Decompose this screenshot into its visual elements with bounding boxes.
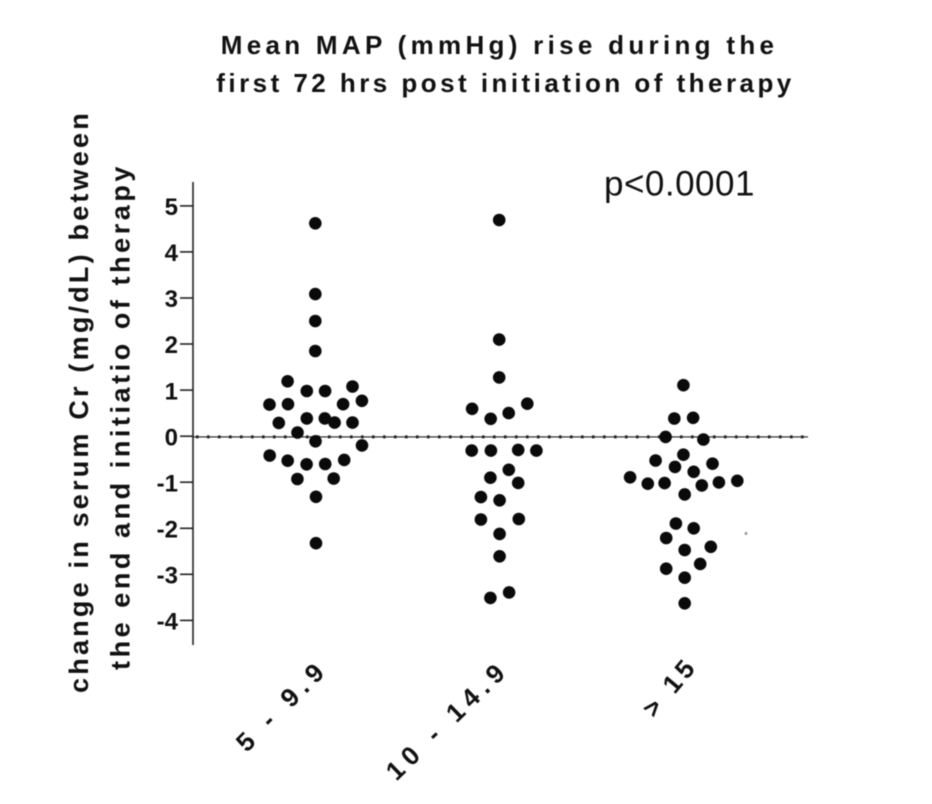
svg-text:Mean MAP (mmHg) rise during th: Mean MAP (mmHg) rise during the: [221, 30, 779, 60]
svg-text:-4: -4: [157, 609, 179, 636]
svg-text:first 72 hrs post initiation o: first 72 hrs post initiation of therapy: [216, 68, 794, 98]
svg-text:1: 1: [165, 378, 178, 405]
svg-text:the end and initiatio of thera: the end and initiatio of therapy: [106, 163, 136, 670]
svg-text:0: 0: [165, 424, 178, 451]
svg-text:-1: -1: [157, 470, 178, 497]
svg-text:p<0.0001: p<0.0001: [604, 165, 755, 204]
svg-text:2: 2: [165, 332, 178, 359]
svg-text:3: 3: [165, 286, 178, 313]
svg-text:5: 5: [165, 194, 178, 221]
svg-text:-2: -2: [157, 517, 178, 544]
svg-text:-3: -3: [157, 563, 178, 590]
svg-text:change in serum Cr (mg/dL) bet: change in serum Cr (mg/dL) between: [64, 110, 94, 693]
svg-text:4: 4: [165, 240, 179, 267]
